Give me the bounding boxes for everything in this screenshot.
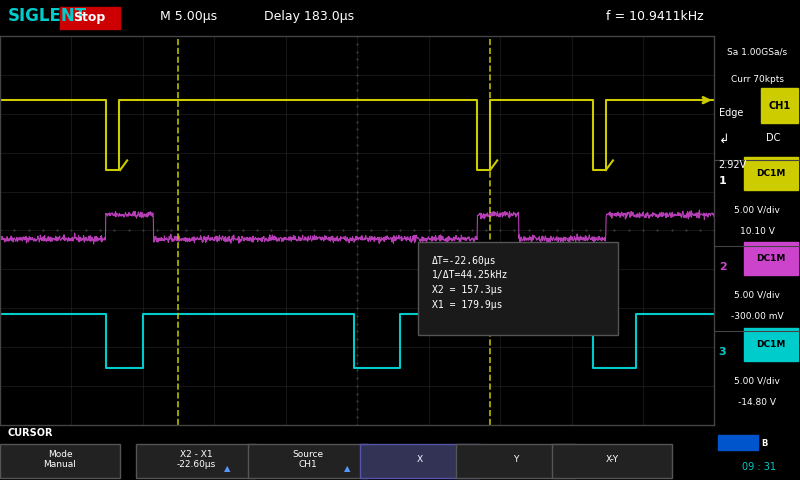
- Text: 10.10 V: 10.10 V: [740, 227, 774, 236]
- Text: DC1M: DC1M: [756, 169, 786, 178]
- Text: -300.00 mV: -300.00 mV: [731, 312, 783, 321]
- Text: CURSOR: CURSOR: [8, 428, 54, 438]
- FancyBboxPatch shape: [248, 444, 368, 478]
- Text: M 5.00μs: M 5.00μs: [160, 10, 217, 23]
- Text: 5.00 V/div: 5.00 V/div: [734, 291, 780, 300]
- Text: Delay 183.0μs: Delay 183.0μs: [264, 10, 354, 23]
- FancyBboxPatch shape: [743, 156, 798, 190]
- Text: 2.92V: 2.92V: [718, 160, 747, 170]
- Text: B: B: [762, 439, 768, 447]
- FancyBboxPatch shape: [0, 444, 120, 478]
- Text: Y: Y: [514, 455, 518, 464]
- Text: SIGLENT: SIGLENT: [8, 7, 87, 25]
- FancyBboxPatch shape: [552, 444, 672, 478]
- Text: X-Y: X-Y: [606, 455, 618, 464]
- Text: Stop: Stop: [74, 12, 106, 24]
- FancyBboxPatch shape: [456, 444, 576, 478]
- Text: ΔT=-22.60μs
1/ΔT=44.25kHz
X2 = 157.3μs
X1 = 179.9μs: ΔT=-22.60μs 1/ΔT=44.25kHz X2 = 157.3μs X…: [432, 256, 509, 310]
- Text: 5.00 V/div: 5.00 V/div: [734, 376, 780, 385]
- FancyBboxPatch shape: [60, 7, 120, 29]
- Text: f = 10.9411kHz: f = 10.9411kHz: [606, 10, 704, 23]
- Text: Source
CH1: Source CH1: [293, 450, 323, 469]
- FancyBboxPatch shape: [743, 242, 798, 275]
- Text: DC1M: DC1M: [756, 340, 786, 349]
- Text: DC1M: DC1M: [756, 254, 786, 264]
- Text: CH1: CH1: [768, 101, 790, 111]
- Text: X2 - X1
-22.60μs: X2 - X1 -22.60μs: [176, 450, 216, 469]
- FancyBboxPatch shape: [360, 444, 480, 478]
- Text: 1: 1: [718, 176, 726, 186]
- Text: ↲: ↲: [718, 133, 729, 146]
- Text: ▲: ▲: [344, 465, 350, 473]
- Text: DC: DC: [766, 133, 780, 143]
- FancyBboxPatch shape: [761, 88, 798, 123]
- Text: Mode
Manual: Mode Manual: [43, 450, 77, 469]
- FancyBboxPatch shape: [718, 435, 758, 450]
- Text: Sa 1.00GSa/s: Sa 1.00GSa/s: [727, 48, 787, 57]
- Text: 09 : 31: 09 : 31: [742, 462, 776, 472]
- Text: ▲: ▲: [224, 465, 230, 473]
- Text: 2: 2: [718, 262, 726, 272]
- Text: Edge: Edge: [718, 108, 743, 118]
- FancyBboxPatch shape: [136, 444, 256, 478]
- Text: X: X: [417, 455, 423, 464]
- Text: 5.00 V/div: 5.00 V/div: [734, 205, 780, 214]
- Text: Curr 70kpts: Curr 70kpts: [730, 75, 784, 84]
- Text: -14.80 V: -14.80 V: [738, 397, 776, 407]
- FancyBboxPatch shape: [418, 242, 618, 336]
- FancyBboxPatch shape: [743, 327, 798, 360]
- Text: 3: 3: [718, 347, 726, 357]
